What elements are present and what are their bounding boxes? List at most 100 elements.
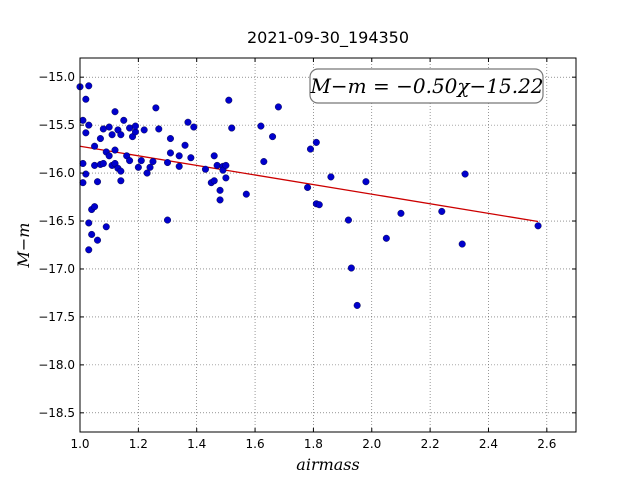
- data-point: [304, 183, 312, 191]
- data-point: [120, 116, 128, 124]
- data-point: [111, 146, 119, 154]
- data-point: [534, 222, 542, 230]
- y-tick-label: −16.0: [38, 166, 75, 180]
- data-point: [210, 177, 218, 185]
- y-tick-label: −17.0: [38, 262, 75, 276]
- data-point: [85, 121, 93, 129]
- data-point: [327, 173, 335, 181]
- data-point: [102, 223, 110, 231]
- data-point: [126, 124, 134, 132]
- data-point: [105, 123, 113, 131]
- data-point: [166, 149, 174, 157]
- data-point: [117, 131, 125, 139]
- x-axis-label: airmass: [296, 455, 359, 474]
- data-point: [79, 159, 87, 167]
- data-point: [225, 96, 233, 104]
- data-point: [105, 152, 113, 160]
- x-tick-label: 1.6: [246, 437, 265, 451]
- data-point: [353, 301, 361, 309]
- data-point: [222, 161, 230, 169]
- data-point: [152, 104, 160, 112]
- data-point: [117, 177, 125, 185]
- data-point: [166, 135, 174, 143]
- data-point: [175, 162, 183, 170]
- data-point: [149, 158, 157, 166]
- data-point: [99, 125, 107, 133]
- data-point: [242, 190, 250, 198]
- data-point: [210, 152, 218, 160]
- data-point: [184, 118, 192, 126]
- data-point: [257, 122, 265, 130]
- data-point: [134, 163, 142, 171]
- data-point: [137, 157, 145, 165]
- data-point: [111, 108, 119, 116]
- data-point: [190, 123, 198, 131]
- data-point: [216, 186, 224, 194]
- data-point: [181, 141, 189, 149]
- data-point: [461, 170, 469, 178]
- data-point: [146, 163, 154, 171]
- data-point: [269, 133, 277, 141]
- data-point: [85, 219, 93, 227]
- data-point: [88, 230, 96, 238]
- y-tick-label: −18.0: [38, 358, 75, 372]
- data-point: [164, 216, 172, 224]
- x-tick-label: 2.2: [421, 437, 440, 451]
- ticks-layer: 1.0 1.2 1.4 1.6 1.8 2.0 2.2 2.4 2.6 −15.0 −15.5 −16…: [38, 58, 576, 451]
- data-point: [222, 174, 230, 182]
- chart-title: 2021-09-30_194350: [247, 28, 409, 48]
- y-tick-label: −17.5: [38, 310, 75, 324]
- y-axis-label: M−m: [14, 223, 33, 269]
- data-point: [397, 209, 405, 217]
- data-point: [96, 135, 104, 143]
- annotation-box: M−m = −0.50χ−15.22: [309, 68, 544, 104]
- data-point: [91, 142, 99, 150]
- data-point: [91, 161, 99, 169]
- plot-frame: [79, 57, 577, 433]
- data-point: [126, 157, 134, 165]
- data-point: [91, 203, 99, 211]
- data-point: [274, 103, 282, 111]
- fit-equation: M−m = −0.50χ−15.22: [309, 74, 543, 98]
- data-point: [315, 201, 323, 209]
- data-point: [143, 169, 151, 177]
- data-point: [306, 145, 314, 153]
- y-tick-label: −18.5: [38, 406, 75, 420]
- data-point: [82, 129, 90, 137]
- y-tick-label: −15.0: [38, 70, 75, 84]
- x-tick-label: 2.4: [479, 437, 498, 451]
- data-point: [438, 207, 446, 215]
- data-point: [94, 178, 102, 186]
- data-point: [164, 159, 172, 167]
- data-point: [79, 179, 87, 187]
- x-tick-label: 1.2: [129, 437, 148, 451]
- y-tick-label: −16.5: [38, 214, 75, 228]
- data-point: [94, 236, 102, 244]
- data-point: [312, 138, 320, 146]
- data-point: [108, 131, 116, 139]
- data-point: [382, 234, 390, 242]
- x-tick-label: 2.0: [362, 437, 381, 451]
- data-point: [362, 178, 370, 186]
- data-point: [155, 125, 163, 133]
- data-point: [260, 158, 268, 166]
- fit-layer: [79, 145, 539, 223]
- data-point: [347, 264, 355, 272]
- y-tick-label: −15.5: [38, 118, 75, 132]
- data-point: [201, 165, 209, 173]
- data-point: [117, 167, 125, 175]
- x-tick-label: 1.4: [187, 437, 206, 451]
- data-point: [131, 122, 139, 130]
- data-point: [344, 216, 352, 224]
- data-point: [79, 116, 87, 124]
- data-point: [187, 154, 195, 162]
- data-point: [228, 124, 236, 132]
- data-point: [85, 246, 93, 254]
- data-point: [82, 95, 90, 103]
- x-tick-label: 2.6: [537, 437, 556, 451]
- data-point: [85, 82, 93, 90]
- data-point: [82, 170, 90, 178]
- x-tick-label: 1.8: [304, 437, 323, 451]
- data-point: [175, 152, 183, 160]
